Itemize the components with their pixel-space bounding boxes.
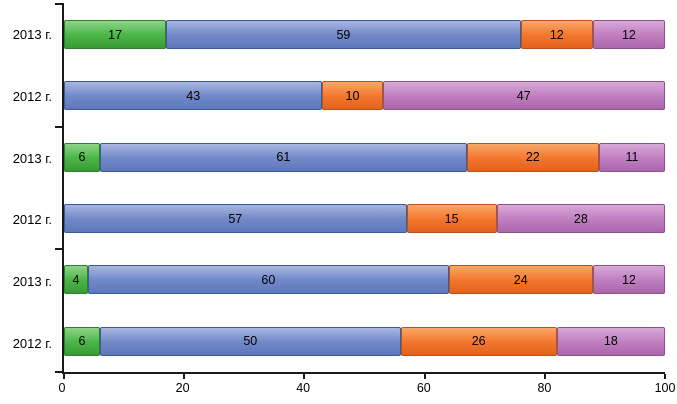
bar-value-label: 11 (625, 150, 639, 165)
x-tick-mark (183, 374, 186, 379)
bar-row: 4 60 24 12 (64, 249, 665, 310)
y-axis-category-labels: 2013 г. 2012 г. 2013 г. 2012 г. 2013 г. 2012 … (0, 4, 57, 374)
x-axis-tick-labels: 0 20 40 60 80 100 (58, 381, 676, 397)
bar-value-label: 6 (78, 150, 86, 165)
stacked-bar: 4 60 24 12 (64, 265, 665, 295)
bar-value-label: 17 (108, 27, 123, 42)
bar-segment-orange: 24 (448, 265, 593, 295)
category-label: 2013 г. (12, 150, 52, 166)
category-label: 2012 г. (12, 335, 52, 351)
bar-value-label: 24 (513, 272, 528, 287)
plot-area: 17 59 12 12 43 10 47 6 61 22 11 57 15 28 4 60 24 12 6 50 26 1… (55, 3, 666, 379)
bar-segment-blue: 50 (100, 326, 401, 356)
bar-value-label: 60 (261, 272, 276, 287)
bar-segment-blue: 57 (64, 204, 407, 234)
bar-value-label: 18 (603, 334, 618, 349)
bar-segment-blue: 43 (64, 81, 323, 111)
bar-value-label: 28 (573, 211, 588, 226)
stacked-bar: 57 15 28 (64, 204, 665, 234)
x-tick-label: 20 (175, 381, 190, 395)
category-label: 2013 г. (12, 27, 52, 43)
y-tick-mark (55, 248, 64, 251)
bar-value-label: 57 (228, 211, 243, 226)
bar-value-label: 22 (525, 150, 540, 165)
y-tick-mark (55, 3, 64, 5)
bar-segment-blue: 60 (88, 265, 449, 295)
x-tick-mark (423, 374, 426, 379)
bar-segment-blue: 61 (100, 142, 467, 172)
stacked-bar: 6 61 22 11 (64, 142, 665, 172)
bar-segment-green: 6 (64, 326, 101, 356)
y-tick-mark (55, 371, 64, 373)
stacked-bar: 43 10 47 (64, 81, 665, 111)
bar-segment-purple: 12 (592, 20, 665, 50)
x-tick-label: 100 (654, 381, 676, 395)
bar-value-label: 10 (345, 88, 360, 103)
bar-segment-purple: 47 (382, 81, 665, 111)
bar-segment-orange: 15 (406, 204, 497, 234)
category-label: 2013 г. (12, 273, 52, 289)
bar-value-label: 12 (621, 27, 636, 42)
bar-segment-purple: 18 (556, 326, 665, 356)
bar-segment-blue: 59 (166, 20, 521, 50)
x-tick-label: 0 (58, 381, 66, 395)
bar-value-label: 12 (549, 27, 564, 42)
bar-segment-purple: 12 (592, 265, 665, 295)
bar-row: 6 50 26 18 (64, 311, 665, 372)
x-tick-mark (543, 374, 546, 379)
x-tick-label: 60 (416, 381, 431, 395)
bar-value-label: 59 (336, 27, 351, 42)
bar-value-label: 6 (78, 334, 86, 349)
bar-segment-orange: 10 (322, 81, 383, 111)
bar-value-label: 47 (516, 88, 531, 103)
bar-value-label: 15 (444, 211, 459, 226)
bar-segment-green: 4 (64, 265, 89, 295)
bar-row: 6 61 22 11 (64, 127, 665, 188)
bar-segment-green: 17 (64, 20, 167, 50)
stacked-bar: 6 50 26 18 (64, 326, 665, 356)
bar-row: 57 15 28 (64, 188, 665, 249)
bar-segment-orange: 22 (466, 142, 599, 172)
x-tick-mark (664, 374, 666, 379)
bar-row: 17 59 12 12 (64, 4, 665, 65)
x-tick-mark (63, 374, 65, 379)
bar-value-label: 50 (243, 334, 258, 349)
category-label: 2012 г. (12, 88, 52, 104)
bar-value-label: 4 (72, 272, 80, 287)
x-tick-label: 40 (296, 381, 311, 395)
bar-segment-orange: 12 (520, 20, 593, 50)
bar-row: 43 10 47 (64, 65, 665, 126)
bar-value-label: 12 (621, 272, 636, 287)
y-tick-mark (55, 125, 64, 128)
bar-segment-orange: 26 (400, 326, 557, 356)
bar-segment-purple: 28 (496, 204, 665, 234)
bar-value-label: 43 (186, 88, 201, 103)
x-tick-mark (303, 374, 306, 379)
stacked-bar: 17 59 12 12 (64, 20, 665, 50)
bar-segment-purple: 11 (598, 142, 665, 172)
bar-value-label: 61 (276, 150, 291, 165)
category-label: 2012 г. (12, 212, 52, 228)
x-tick-label: 80 (537, 381, 552, 395)
bar-value-label: 26 (471, 334, 486, 349)
bar-segment-green: 6 (64, 142, 101, 172)
